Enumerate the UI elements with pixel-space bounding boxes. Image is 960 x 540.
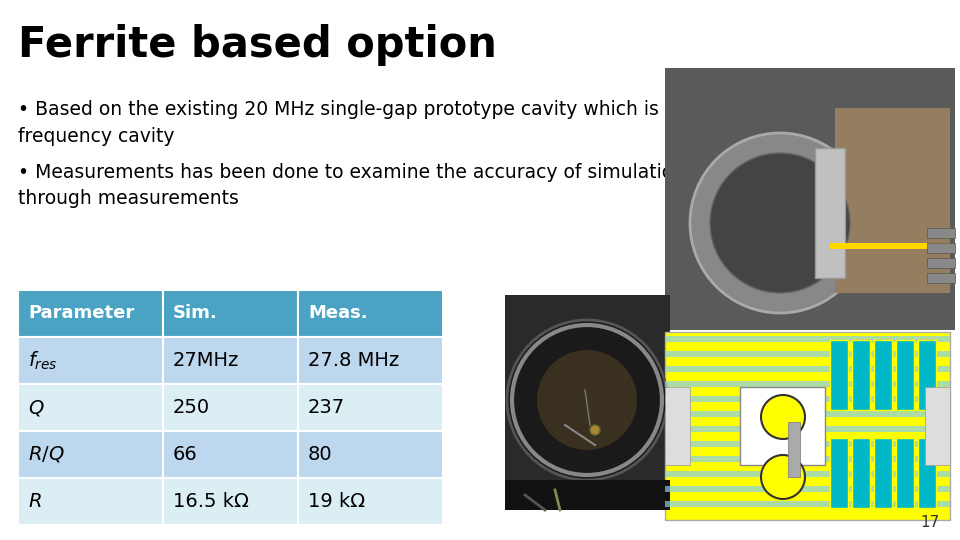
Circle shape bbox=[761, 395, 805, 439]
Bar bbox=[665, 411, 950, 417]
Bar bbox=[163, 431, 298, 478]
Text: 19 kΩ: 19 kΩ bbox=[308, 492, 365, 511]
Text: 17: 17 bbox=[921, 515, 940, 530]
Bar bbox=[665, 68, 955, 330]
Bar bbox=[665, 441, 950, 447]
Bar bbox=[665, 332, 950, 520]
Bar bbox=[163, 337, 298, 384]
Text: $f_{res}$: $f_{res}$ bbox=[28, 349, 58, 372]
Bar bbox=[830, 438, 848, 508]
Bar bbox=[18, 384, 163, 431]
Bar bbox=[298, 337, 443, 384]
Bar bbox=[665, 486, 950, 492]
Circle shape bbox=[710, 153, 850, 293]
Bar bbox=[665, 68, 955, 330]
Bar bbox=[852, 438, 870, 508]
Bar bbox=[788, 422, 800, 477]
Text: $Q$: $Q$ bbox=[28, 397, 44, 417]
Circle shape bbox=[590, 425, 600, 435]
Text: Ferrite based option: Ferrite based option bbox=[18, 24, 497, 66]
Bar bbox=[665, 366, 950, 372]
Circle shape bbox=[507, 320, 667, 480]
Bar bbox=[298, 384, 443, 431]
Bar bbox=[298, 431, 443, 478]
Bar bbox=[665, 381, 950, 387]
Bar bbox=[830, 340, 848, 410]
Text: $R/Q$: $R/Q$ bbox=[28, 444, 64, 464]
Circle shape bbox=[761, 455, 805, 499]
Bar bbox=[298, 478, 443, 525]
Bar bbox=[665, 396, 950, 402]
Text: 250: 250 bbox=[173, 398, 210, 417]
Bar bbox=[927, 273, 955, 283]
Bar bbox=[18, 290, 163, 337]
Text: • Based on the existing 20 MHz single-gap prototype cavity which is a fixed
freq: • Based on the existing 20 MHz single-ga… bbox=[18, 100, 728, 145]
Bar bbox=[740, 387, 825, 465]
Bar bbox=[665, 336, 950, 342]
Bar bbox=[163, 290, 298, 337]
Bar bbox=[18, 337, 163, 384]
Bar bbox=[18, 431, 163, 478]
Bar bbox=[665, 426, 950, 432]
Bar bbox=[918, 438, 936, 508]
Bar bbox=[665, 351, 950, 357]
Bar bbox=[896, 340, 914, 410]
Bar bbox=[665, 456, 950, 462]
Bar bbox=[927, 243, 955, 253]
Text: 80: 80 bbox=[308, 445, 332, 464]
Bar bbox=[896, 438, 914, 508]
Text: • Measurements has been done to examine the accuracy of simulation
through measu: • Measurements has been done to examine … bbox=[18, 163, 685, 208]
Bar bbox=[163, 478, 298, 525]
Bar bbox=[874, 340, 892, 410]
Bar bbox=[665, 501, 950, 507]
Bar bbox=[852, 340, 870, 410]
Text: 66: 66 bbox=[173, 445, 198, 464]
Circle shape bbox=[690, 133, 870, 313]
Text: $R$: $R$ bbox=[28, 492, 41, 511]
Text: Parameter: Parameter bbox=[28, 305, 134, 322]
Bar bbox=[665, 471, 950, 477]
Bar bbox=[298, 290, 443, 337]
Text: 237: 237 bbox=[308, 398, 346, 417]
Bar bbox=[874, 438, 892, 508]
Bar bbox=[505, 295, 670, 510]
Text: 16.5 kΩ: 16.5 kΩ bbox=[173, 492, 249, 511]
Bar bbox=[835, 108, 950, 293]
Bar bbox=[163, 384, 298, 431]
Bar bbox=[927, 228, 955, 238]
Bar bbox=[925, 387, 950, 465]
Bar bbox=[665, 387, 690, 465]
Bar bbox=[927, 258, 955, 268]
Bar bbox=[835, 108, 950, 293]
Text: 27MHz: 27MHz bbox=[173, 351, 239, 370]
Circle shape bbox=[537, 350, 637, 450]
Bar bbox=[815, 148, 845, 278]
Text: Meas.: Meas. bbox=[308, 305, 368, 322]
Bar bbox=[505, 480, 670, 510]
Text: 27.8 MHz: 27.8 MHz bbox=[308, 351, 399, 370]
Bar bbox=[18, 478, 163, 525]
Text: Sim.: Sim. bbox=[173, 305, 218, 322]
Bar bbox=[918, 340, 936, 410]
Bar bbox=[830, 243, 950, 249]
